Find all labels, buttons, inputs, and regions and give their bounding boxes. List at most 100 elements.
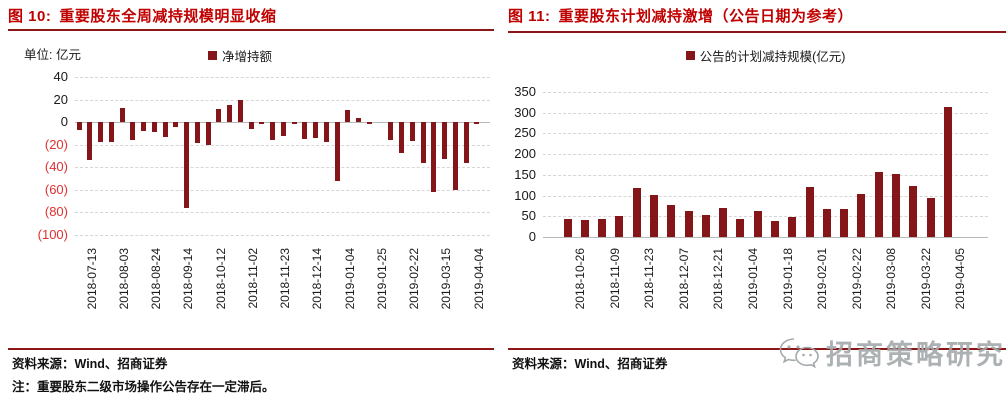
- bar: [736, 219, 745, 237]
- gridline: [543, 133, 988, 135]
- x-axis-tick-label: 2018-12-14: [310, 248, 325, 310]
- bar: [313, 122, 318, 138]
- y-axis-tick-label: 20: [53, 91, 68, 107]
- bar: [563, 218, 572, 237]
- bar: [194, 122, 200, 144]
- x-axis-tick-label: 2018-07-13: [84, 248, 99, 310]
- bar: [701, 215, 710, 237]
- gridline: [75, 167, 490, 169]
- x-axis-tick-label: 2018-08-03: [116, 248, 131, 310]
- bar: [216, 108, 222, 123]
- bar: [356, 117, 361, 123]
- y-axis-tick-label: 100: [514, 187, 536, 203]
- x-axis-tick-label: 2019-03-22: [918, 248, 933, 310]
- figure-11-title-text: 重要股东计划减持激增（公告日期为参考）: [558, 8, 854, 25]
- unit-label: 单位: 亿元: [24, 48, 81, 62]
- gridline: [543, 174, 988, 176]
- bar: [151, 122, 157, 133]
- figure-10-label: 图 10:: [8, 8, 52, 25]
- bar: [280, 122, 286, 136]
- bar: [409, 122, 415, 142]
- legend-label: 净增持额: [222, 50, 273, 64]
- bar: [173, 122, 179, 127]
- gridline: [543, 216, 988, 218]
- bar: [237, 99, 243, 123]
- bar: [399, 122, 404, 153]
- bar: [909, 185, 918, 237]
- bar: [788, 216, 797, 237]
- x-axis-tick-label: 2019-02-01: [815, 248, 830, 310]
- legend-planned-reduction: 公告的计划减持规模(亿元): [543, 46, 988, 65]
- y-axis-tick-label: (60): [44, 181, 68, 197]
- bar: [822, 209, 831, 237]
- bar: [366, 122, 372, 125]
- gridline: [543, 92, 988, 93]
- x-axis-tick-label: 2018-10-26: [573, 248, 587, 310]
- wechat-logo-icon: [779, 337, 819, 368]
- bar: [76, 122, 82, 130]
- y-axis-tick-label: 150: [514, 166, 536, 182]
- bar: [684, 211, 693, 237]
- bar: [431, 122, 437, 193]
- bar: [291, 122, 297, 124]
- bar: [452, 122, 458, 190]
- x-axis-tick-label: 2018-11-23: [642, 248, 657, 309]
- bar: [119, 107, 125, 123]
- note-text: 注：重要股东二级市场操作公告存在一定滞后。: [12, 380, 275, 394]
- gridline: [75, 235, 490, 236]
- bar: [719, 207, 728, 237]
- net-holdings-change-chart: 40 20 0 (20) (40) (60) (80) (100) 2018-07-13 2018…: [8, 60, 494, 348]
- bar: [926, 198, 935, 237]
- x-axis-tick-label: 2018-11-02: [245, 248, 260, 309]
- bar: [463, 122, 469, 163]
- figure-10-title-text: 重要股东全周减持规模明显收缩: [59, 8, 277, 25]
- y-axis-tick-label: 300: [514, 104, 536, 120]
- bar: [205, 122, 211, 145]
- gridline: [75, 99, 490, 101]
- bar: [649, 194, 658, 237]
- bar: [334, 122, 340, 181]
- bar: [442, 122, 447, 160]
- bar: [580, 220, 589, 237]
- bar: [840, 209, 849, 237]
- source-text: 资料来源：Wind、招商证券: [12, 357, 168, 371]
- bar: [420, 122, 426, 163]
- y-axis-tick-label: 40: [53, 69, 68, 84]
- bar: [598, 218, 607, 237]
- x-axis-tick-label: 2019-03-08: [884, 248, 899, 310]
- source-text: 资料来源：Wind、招商证券: [512, 357, 668, 371]
- y-axis-tick-label: (20): [44, 136, 68, 152]
- bar: [162, 122, 168, 137]
- bar: [184, 122, 189, 208]
- watermark-text: 招商策略研究: [826, 340, 1006, 370]
- bar: [259, 122, 265, 124]
- bar: [388, 122, 394, 141]
- bar: [857, 193, 866, 237]
- y-axis-tick-label: 350: [514, 84, 536, 99]
- bar: [87, 122, 93, 161]
- gridline: [543, 195, 988, 197]
- figure-11-panel: 图 11: 重要股东计划减持激增（公告日期为参考） 公告的计划减持规模(亿元) 3…: [508, 0, 1006, 400]
- bar: [771, 220, 779, 237]
- y-axis-tick-label: 200: [514, 146, 536, 162]
- brand-watermark: 招商策略研究: [777, 333, 1006, 372]
- legend-label: 公告的计划减持规模(亿元): [699, 50, 846, 64]
- footer-rule: [508, 348, 1006, 350]
- y-axis-tick-label: 50: [521, 208, 536, 224]
- legend-swatch: [208, 51, 217, 60]
- legend-swatch: [685, 51, 695, 60]
- x-axis-tick-label: 2019-04-04: [471, 248, 486, 310]
- x-axis-tick-label: 2019-01-04: [342, 248, 357, 310]
- bar: [874, 172, 883, 237]
- bar: [753, 211, 762, 237]
- gridline: [75, 144, 490, 146]
- bar: [805, 187, 814, 237]
- bar: [130, 122, 136, 141]
- x-axis-tick-label: 2019-01-04: [745, 248, 760, 310]
- x-axis-tick-label: 2019-01-25: [374, 248, 389, 310]
- x-axis-tick-label: 2018-08-24: [149, 248, 163, 310]
- bar: [345, 109, 351, 123]
- gridline: [75, 77, 490, 78]
- gridline: [75, 212, 490, 214]
- x-axis-tick-label: 2018-11-23: [278, 248, 292, 309]
